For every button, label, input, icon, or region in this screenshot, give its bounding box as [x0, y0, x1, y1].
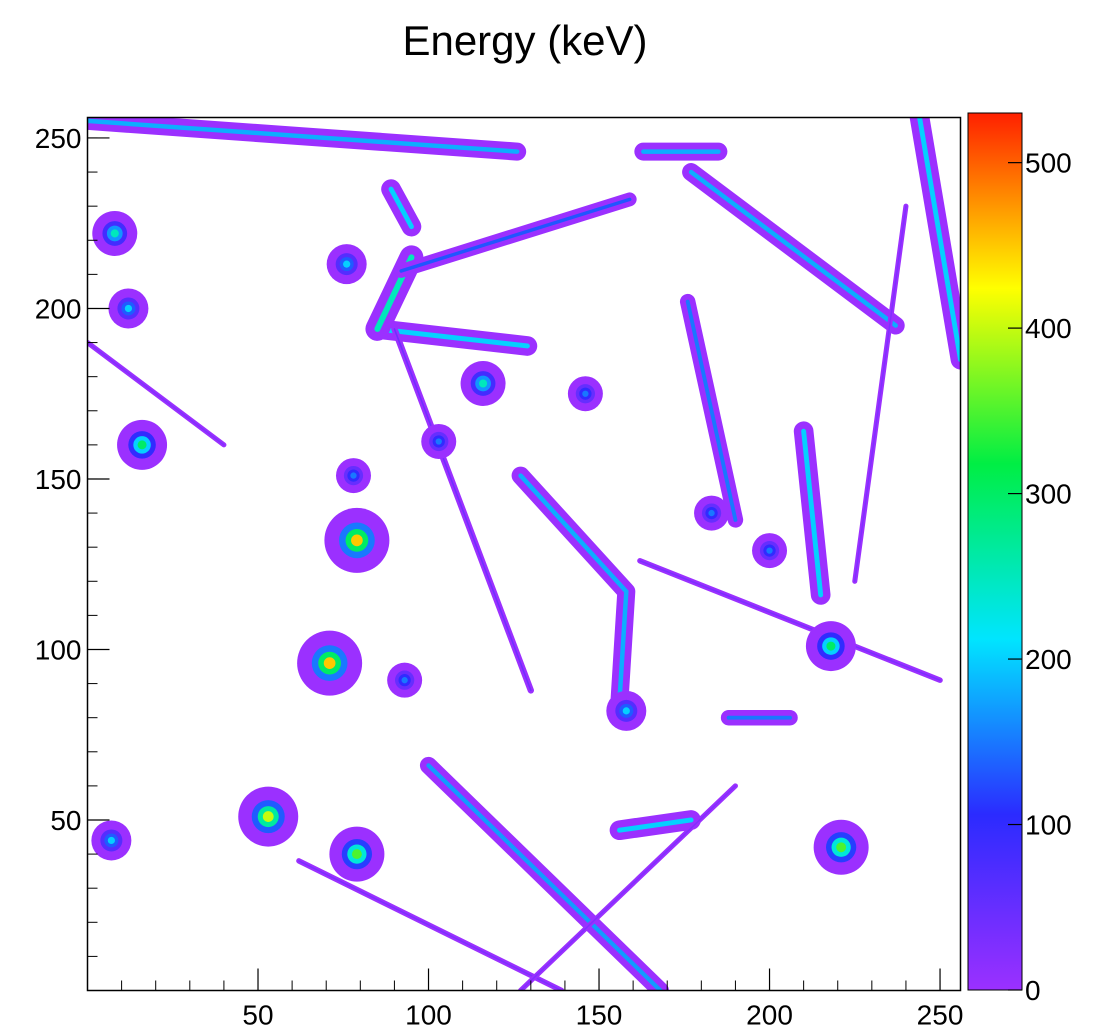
y-tick-label: 50	[50, 805, 81, 836]
cluster-core	[124, 304, 133, 313]
x-tick-label: 250	[917, 1000, 964, 1030]
cluster-core	[343, 260, 351, 268]
cluster-core	[836, 842, 847, 853]
cluster-core	[262, 811, 274, 822]
cluster-core	[137, 440, 147, 450]
track-core	[388, 186, 414, 230]
track-core	[917, 117, 961, 363]
plot-area	[87, 117, 961, 991]
cluster-core	[766, 547, 773, 554]
track	[511, 466, 636, 710]
chart-title: Energy (keV)	[402, 17, 647, 64]
track-core	[426, 763, 663, 991]
track-core	[688, 169, 898, 328]
x-tick-label: 200	[746, 1000, 793, 1030]
colorbar-tick-label: 100	[1025, 810, 1072, 841]
track-core	[518, 473, 629, 703]
colorbar-tick-label: 200	[1025, 644, 1072, 675]
colorbar-tick-label: 500	[1025, 148, 1072, 179]
y-tick-label: 100	[35, 634, 82, 665]
cluster-core	[323, 657, 336, 669]
cluster-core	[107, 836, 115, 845]
colorbar-tick-label: 300	[1025, 479, 1072, 510]
cluster-core	[110, 229, 119, 238]
plot-frame	[86, 116, 962, 992]
x-tick-label: 150	[576, 1000, 623, 1030]
y-tick-label: 250	[35, 123, 82, 154]
track-core	[374, 326, 530, 349]
track-core	[399, 197, 632, 273]
x-tick-label: 50	[242, 1000, 273, 1030]
colorbar-scale	[967, 112, 1023, 991]
y-tick-label: 150	[35, 464, 82, 495]
track-core	[639, 560, 941, 681]
track-core	[393, 328, 532, 692]
cluster-core	[435, 438, 442, 445]
track-core	[854, 205, 907, 583]
cluster-core	[582, 390, 589, 397]
track-core	[801, 428, 824, 598]
cluster-core	[350, 472, 357, 479]
colorbar-tick-label: 400	[1025, 313, 1072, 344]
track-core	[617, 817, 694, 833]
cluster-core	[826, 641, 836, 651]
cluster-core	[708, 509, 715, 517]
cluster-core	[351, 849, 362, 860]
colorbar-tick-label: 0	[1025, 975, 1041, 1006]
cluster-core	[401, 677, 408, 684]
track-core	[87, 118, 520, 154]
colorbar: 0 100 200 300 400 500	[967, 112, 1072, 1006]
cluster-core	[479, 379, 488, 388]
track-core	[685, 299, 738, 522]
cluster-core	[351, 534, 363, 547]
axes: 50 100 150 200 250 50 100 150 200 250	[35, 116, 964, 1031]
track-core	[519, 785, 737, 991]
track-core	[87, 341, 225, 446]
x-tick-label: 100	[405, 1000, 452, 1030]
track-core	[298, 860, 563, 991]
cluster-core	[622, 707, 630, 715]
y-tick-label: 200	[35, 293, 82, 324]
